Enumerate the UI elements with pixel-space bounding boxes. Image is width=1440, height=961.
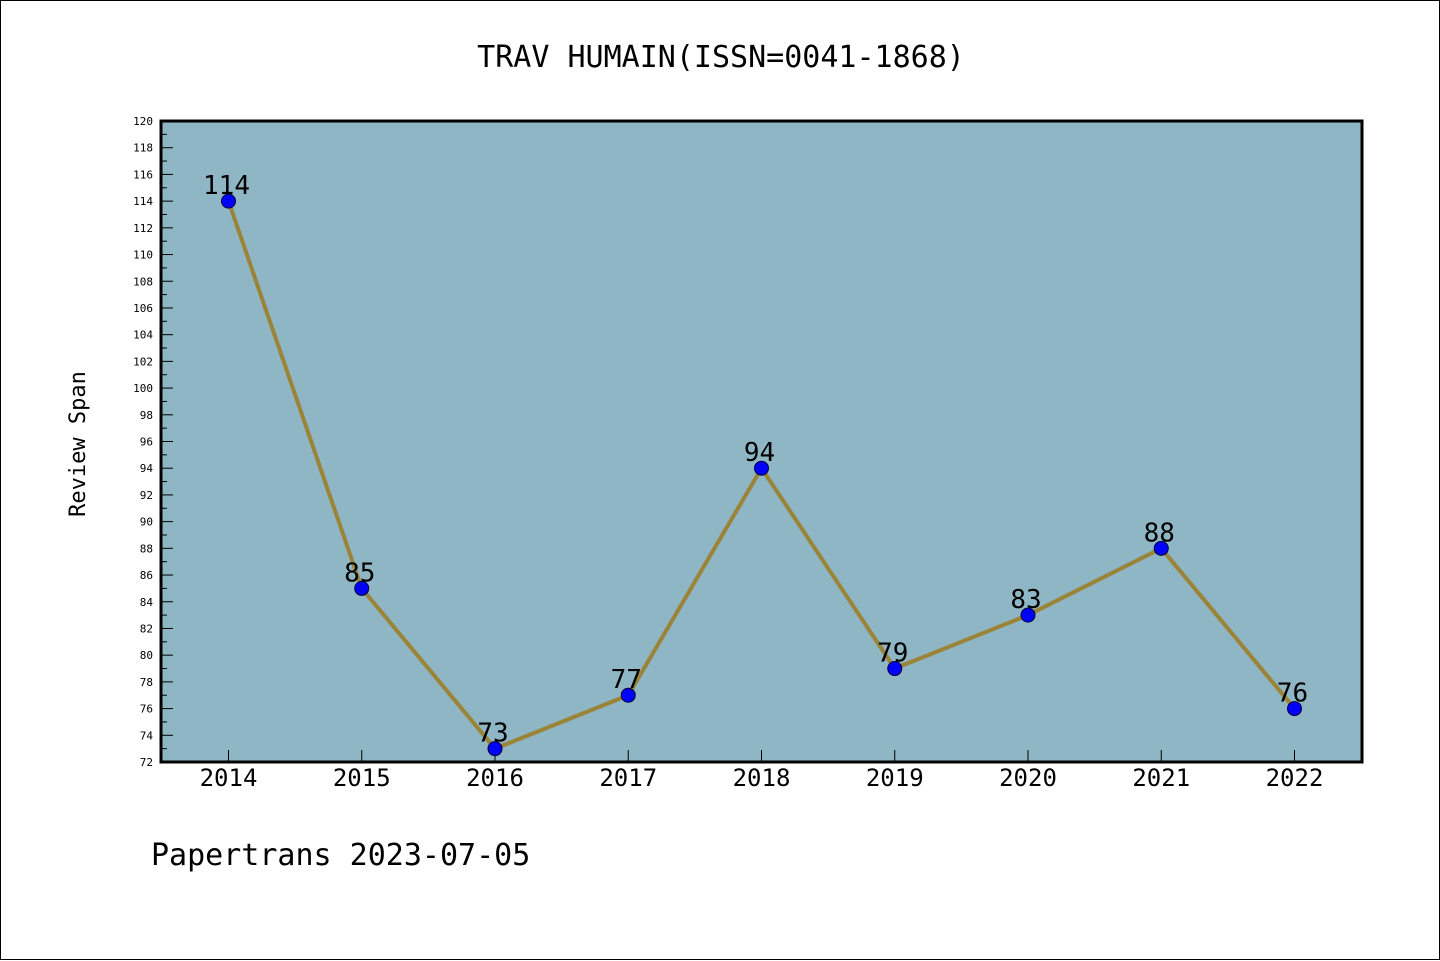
y-tick-label: 82: [140, 622, 153, 635]
y-tick-label: 104: [133, 329, 153, 342]
y-tick-label: 74: [140, 729, 154, 742]
x-tick-label: 2022: [1266, 764, 1324, 792]
y-tick-label: 98: [140, 409, 153, 422]
y-tick-label: 92: [140, 489, 153, 502]
y-tick-label: 118: [133, 142, 153, 155]
data-point: [1153, 540, 1169, 556]
data-label: 85: [344, 558, 375, 588]
y-tick-label: 72: [140, 756, 153, 769]
data-point: [754, 460, 769, 476]
y-tick-label: 84: [140, 596, 154, 609]
y-axis: 72 74 76 78 80 82 84 86 88 90 92 94 96 98 100 102 104 106…: [133, 115, 173, 769]
data-label: 79: [877, 639, 908, 669]
series-layer: [221, 193, 1302, 757]
y-tick-label: 86: [140, 569, 153, 582]
y-tick-label: 94: [140, 462, 154, 475]
y-tick-label: 112: [133, 222, 153, 235]
x-tick-label: 2021: [1132, 764, 1190, 792]
x-tick-label: 2018: [733, 764, 791, 792]
y-tick-label: 96: [140, 436, 153, 449]
data-point: [620, 687, 636, 703]
y-tick-label: 80: [140, 649, 153, 662]
data-label: 88: [1144, 518, 1175, 548]
y-tick-label: 108: [133, 275, 153, 288]
x-tick-label: 2020: [999, 764, 1057, 792]
data-label: 114: [203, 171, 250, 201]
y-tick-label: 90: [140, 516, 153, 529]
y-tick-label: 76: [140, 703, 153, 716]
data-labels: 114 85 73 77 94 79 83 88 76: [203, 171, 1308, 749]
data-label: 76: [1277, 679, 1308, 709]
data-label: 94: [744, 438, 775, 468]
x-tick-label: 2015: [333, 764, 391, 792]
plot-border: [159, 119, 1364, 764]
y-tick-label: 106: [133, 302, 153, 315]
y-tick-label: 100: [133, 382, 153, 395]
x-axis: 2014 2015 2016 2017 2018 2019 2020 2021 2022: [200, 750, 1324, 792]
y-axis-label: Review Span: [66, 371, 91, 517]
y-tick-label: 88: [140, 542, 153, 555]
chart-title: TRAV HUMAIN(ISSN=0041-1868): [477, 40, 965, 75]
data-point: [1020, 607, 1036, 623]
data-point: [354, 580, 370, 596]
y-tick-label: 120: [133, 115, 153, 128]
x-tick-label: 2019: [866, 764, 924, 792]
y-tick-label: 114: [133, 195, 153, 208]
data-point: [487, 741, 503, 757]
plot-area: [161, 121, 1362, 762]
data-label: 73: [477, 719, 508, 749]
x-tick-label: 2014: [200, 764, 258, 792]
y-tick-label: 116: [133, 168, 153, 181]
y-tick-label: 110: [133, 249, 153, 262]
data-point: [221, 193, 236, 209]
data-point: [1287, 701, 1302, 717]
footer-text: Papertrans 2023-07-05: [151, 838, 530, 873]
x-tick-label: 2016: [466, 764, 524, 792]
data-label: 83: [1010, 585, 1041, 615]
data-label: 77: [611, 665, 642, 695]
y-tick-label: 102: [133, 355, 153, 368]
x-tick-label: 2017: [599, 764, 657, 792]
y-tick-label: 78: [140, 676, 153, 689]
data-point: [887, 661, 903, 677]
